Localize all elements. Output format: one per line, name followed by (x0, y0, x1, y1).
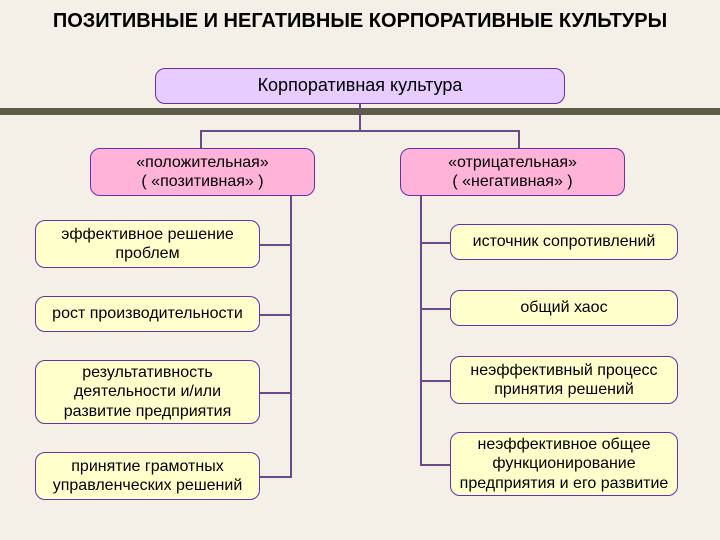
right-item-1: общий хаос (450, 290, 678, 326)
connector (260, 244, 290, 246)
connector (200, 130, 202, 148)
left-header-line2: ( «позитивная» ) (136, 172, 268, 191)
connector (359, 104, 361, 132)
left-header-box: «положительная» ( «позитивная» ) (90, 148, 315, 196)
root-box: Корпоративная культура (155, 68, 565, 104)
left-item-0: эффективное решение проблем (35, 220, 260, 268)
page-title: ПОЗИТИВНЫЕ И НЕГАТИВНЫЕ КОРПОРАТИВНЫЕ КУ… (0, 0, 720, 41)
right-item-2: неэффективный процесс принятия решений (450, 356, 678, 404)
right-header-box: «отрицательная» ( «негативная» ) (400, 148, 625, 196)
connector (420, 464, 450, 466)
right-header-line1: «отрицательная» (448, 153, 577, 172)
left-item-3: принятие грамотных управленческих решени… (35, 452, 260, 500)
left-item-2: результативность деятельности и/или разв… (35, 360, 260, 424)
connector (260, 392, 290, 394)
connector (290, 196, 292, 478)
connector (420, 308, 450, 310)
connector (420, 380, 450, 382)
left-item-1: рост производительности (35, 296, 260, 332)
connector (200, 130, 520, 132)
connector (420, 196, 422, 466)
right-item-0: источник сопротивлений (450, 224, 678, 260)
left-header-line1: «положительная» (136, 153, 268, 172)
connector (260, 476, 290, 478)
right-header-line2: ( «негативная» ) (448, 172, 577, 191)
connector (260, 314, 290, 316)
right-item-3: неэффективное общее функционирование пре… (450, 432, 678, 496)
connector (420, 242, 450, 244)
connector (518, 130, 520, 148)
